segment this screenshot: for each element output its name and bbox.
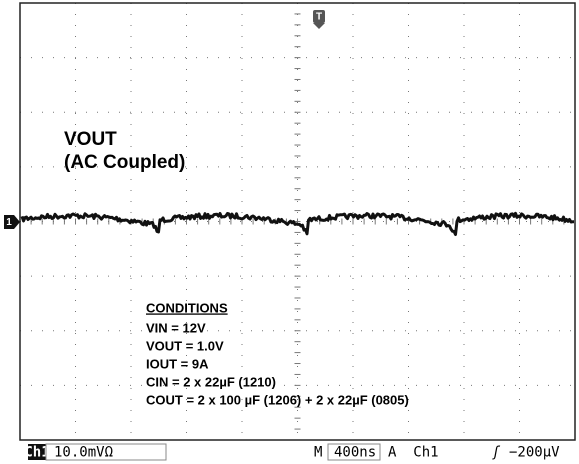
condition-line: COUT = 2 x 100 µF (1206) + 2 x 22µF (080… — [146, 392, 409, 407]
waveform — [22, 213, 574, 234]
timebase-prefix: M — [314, 445, 322, 461]
coupling-label: (AC Coupled) — [64, 152, 185, 173]
condition-line: CIN = 2 x 22µF (1210) — [146, 374, 276, 389]
graticule — [20, 3, 575, 440]
condition-line: VOUT = 1.0V — [146, 338, 224, 353]
trigger-level: −200µV — [509, 445, 560, 461]
condition-line: VIN = 12V — [146, 320, 206, 335]
status-bar: Ch1 10.0mVΩ M 400ns A Ch1 ʃ −200µV — [24, 444, 560, 461]
conditions-list: VIN = 12V VOUT = 1.0V IOUT = 9A CIN = 2 x 2… — [146, 320, 409, 407]
conditions-heading: CONDITIONS — [146, 300, 228, 315]
trigger-slope: ʃ — [492, 445, 501, 461]
trigger-label: T — [316, 12, 322, 23]
channel-marker: 1 — [4, 215, 20, 229]
timebase: 400ns — [334, 445, 376, 461]
signal-label: VOUT — [64, 129, 117, 150]
vertical-scale: 10.0mVΩ — [54, 445, 113, 461]
trigger-marker: T — [313, 10, 325, 29]
condition-line: IOUT = 9A — [146, 356, 209, 371]
trigger-source: A Ch1 — [388, 445, 439, 461]
oscilloscope-screen: T 1 VOUT (AC Coupled) CONDITIONS VIN = 1… — [0, 0, 579, 464]
channel-label: 1 — [6, 217, 12, 228]
